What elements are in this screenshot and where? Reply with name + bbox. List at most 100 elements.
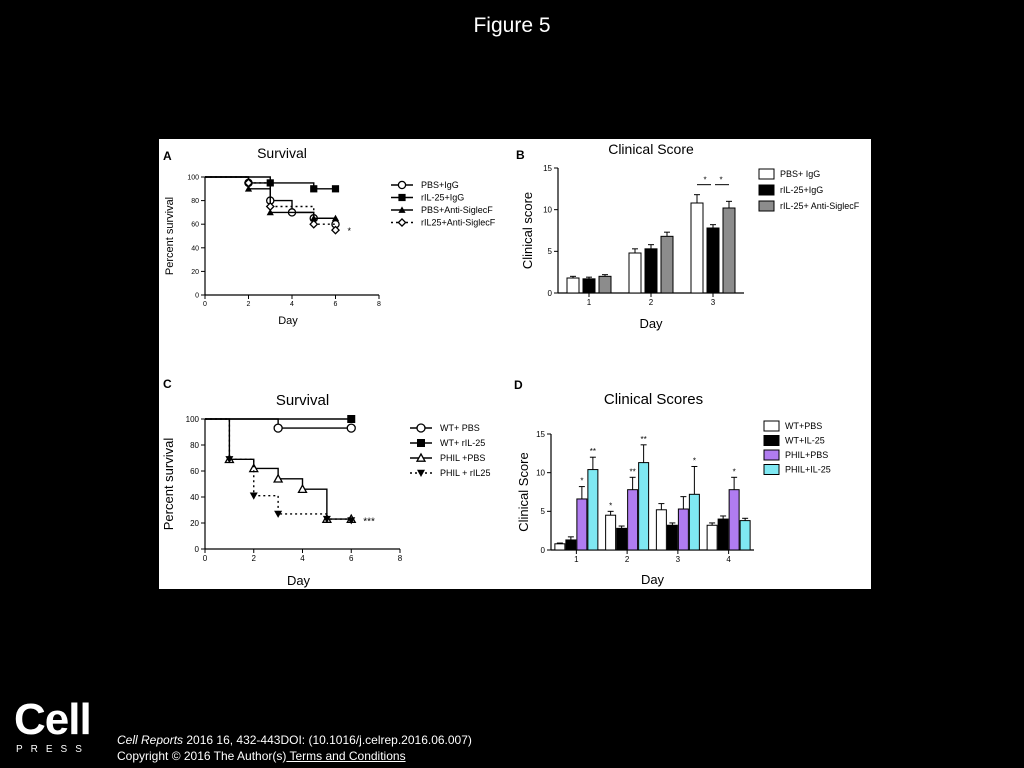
y-axis-label-C: Percent survival: [161, 438, 176, 531]
significance-marker: **: [641, 435, 647, 444]
legend-swatch: [758, 168, 775, 180]
legend-entry: rIL25+Anti-SiglecF: [421, 218, 496, 228]
bar: [722, 207, 736, 294]
significance-marker: *: [719, 176, 722, 185]
legend-entry: PBS+ IgG: [780, 169, 820, 179]
bar: [688, 493, 700, 551]
y-tick-label: 5: [548, 247, 553, 256]
data-point: [330, 225, 341, 235]
x-axis-label-D: Day: [641, 572, 665, 587]
significance-marker: *: [693, 456, 696, 465]
x-tick-label: 3: [711, 298, 716, 307]
y-tick-label: 0: [541, 546, 546, 555]
data-point: [310, 214, 318, 222]
x-tick-label: 8: [398, 554, 403, 563]
y-tick-label: 10: [536, 468, 545, 477]
legend-marker: [417, 469, 425, 477]
data-point: [249, 492, 258, 500]
bar: [627, 489, 639, 551]
data-point: [310, 185, 318, 193]
data-point: [266, 208, 274, 216]
legend-entry: PHIL+IL-25: [785, 465, 831, 475]
data-point: [309, 219, 319, 229]
bar: [644, 248, 658, 294]
legend-entry: PHIL+PBS: [785, 450, 828, 460]
legend-swatch: [763, 449, 780, 461]
bar: [628, 252, 642, 294]
data-point: [273, 423, 283, 433]
bar: [655, 509, 667, 551]
significance-marker: *: [703, 176, 706, 185]
x-tick-label: 4: [726, 555, 731, 564]
journal-name: Cell Reports: [117, 733, 184, 747]
copyright-line: Copyright © 2016 The Author(s) Terms and…: [117, 749, 406, 763]
legend-entry: WT+ PBS: [440, 423, 480, 433]
x-tick-label: 2: [649, 298, 654, 307]
legend-swatch: [763, 435, 780, 446]
legend-entry: rIL-25+IgG: [421, 193, 464, 203]
significance-marker: *: [609, 501, 612, 510]
panel-label-C: C: [163, 377, 172, 391]
bar: [717, 518, 729, 551]
bar: [576, 498, 588, 551]
y-tick-label: 20: [190, 519, 199, 528]
bar: [638, 462, 650, 551]
bar: [728, 489, 740, 551]
bar: [598, 275, 612, 294]
terms-link[interactable]: Terms and Conditions: [286, 749, 406, 763]
y-tick-label: 0: [195, 545, 200, 554]
significance-marker: *: [580, 477, 583, 486]
x-tick-label: 2: [625, 555, 630, 564]
data-point: [322, 515, 331, 524]
data-point: [331, 185, 340, 193]
data-point: [297, 483, 308, 494]
bar: [587, 469, 599, 551]
data-point: [225, 456, 234, 464]
bar: [554, 543, 566, 551]
data-point: [347, 517, 356, 525]
data-point: [243, 178, 254, 188]
legend-marker: [416, 423, 426, 433]
logo-word: Cell: [14, 695, 92, 744]
x-tick-label: 1: [587, 298, 592, 307]
y-axis-label-D: Clinical Score: [516, 452, 531, 531]
data-point: [346, 423, 356, 433]
series-line-2: [205, 176, 336, 190]
bar: [582, 278, 596, 294]
data-point: [274, 510, 283, 518]
legend-entry: WT+ rIL-25: [440, 438, 485, 448]
x-tick-label: 1: [574, 555, 579, 564]
copyright-text: Copyright © 2016 The Author(s): [117, 749, 287, 763]
y-tick-label: 80: [190, 441, 199, 450]
chart-title-D: Clinical Scores: [604, 391, 703, 408]
panel-label-D: D: [514, 378, 523, 392]
y-axis-label-A: Percent survival: [164, 197, 176, 275]
citation-details: 2016 16, 432-443DOI: (10.1016/j.celrep.2…: [183, 733, 472, 747]
legend-entry: PHIL + rIL25: [440, 468, 490, 478]
cell-press-logo: Cell PRESS: [14, 695, 92, 756]
x-tick-label: 6: [334, 301, 338, 308]
legend-marker: [397, 180, 407, 190]
legend-marker: [417, 439, 425, 447]
significance-marker: **: [590, 447, 596, 456]
y-tick-label: 40: [190, 493, 199, 502]
bar: [690, 202, 704, 294]
legend-entry: PHIL +PBS: [440, 453, 485, 463]
data-point: [244, 185, 253, 192]
x-axis-label-B: Day: [639, 316, 663, 331]
x-tick-label: 0: [203, 554, 208, 563]
legend-marker: [398, 193, 406, 202]
significance-marker: *: [733, 467, 736, 476]
bar: [666, 524, 678, 551]
chart-title-A: Survival: [257, 145, 307, 161]
bar: [565, 539, 577, 551]
legend-entry: PBS+IgG: [421, 180, 459, 190]
x-tick-label: 4: [300, 554, 305, 563]
y-tick-label: 0: [195, 292, 199, 299]
legend-entry: PBS+Anti-SiglecF: [421, 205, 493, 215]
legend-entry: WT+PBS: [785, 421, 822, 431]
panel-label-A: A: [163, 149, 172, 163]
y-tick-label: 10: [543, 205, 552, 214]
bar: [677, 508, 689, 551]
